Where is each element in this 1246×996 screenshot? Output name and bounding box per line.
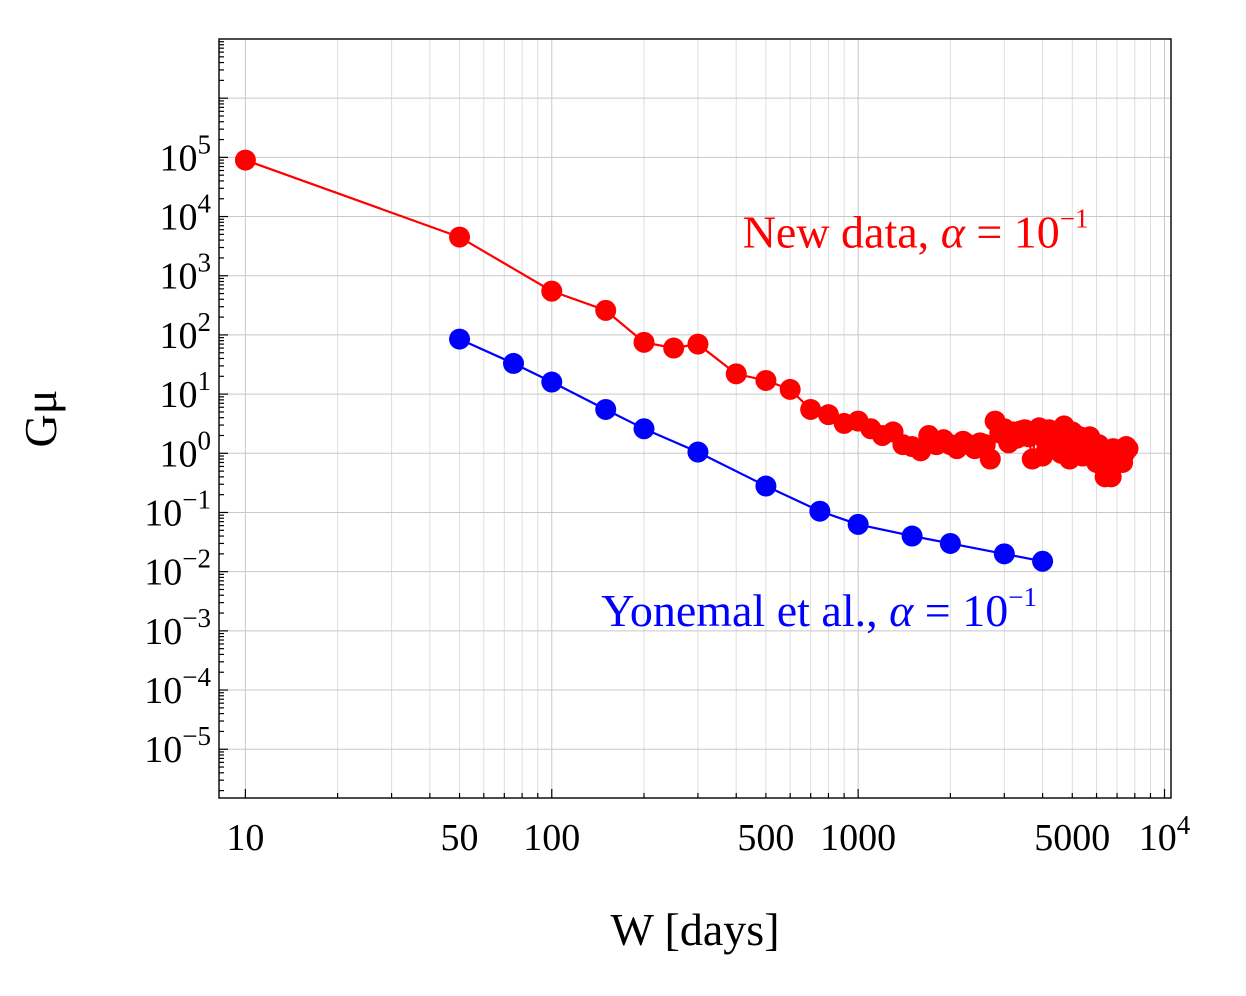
y-tick-label: 10−3	[144, 603, 211, 653]
data-point	[234, 149, 256, 171]
y-tick-label: 10−1	[144, 484, 211, 534]
data-point	[755, 475, 777, 497]
data-point	[449, 328, 471, 350]
y-tick-label: 103	[160, 248, 212, 298]
data-point	[633, 331, 655, 353]
series-annotation: New data, α = 10−1	[743, 204, 1089, 258]
data-point	[595, 398, 617, 420]
y-tick-label: 10−5	[144, 721, 211, 771]
y-tick-label: 105	[160, 129, 212, 179]
x-tick-label: 104	[1139, 810, 1191, 859]
axis-ticks	[219, 41, 1166, 798]
data-point	[687, 441, 709, 463]
x-tick-label: 1000	[820, 817, 896, 859]
x-tick-label: 10	[226, 817, 264, 859]
x-tick-label: 50	[441, 817, 479, 859]
grid-lines	[219, 39, 1171, 798]
data-point	[979, 448, 1001, 470]
data-point	[541, 371, 563, 393]
data-point	[755, 369, 777, 391]
x-axis-title: W [days]	[610, 904, 779, 955]
data-point	[939, 532, 961, 554]
data-point	[901, 525, 923, 547]
data-point	[541, 280, 563, 302]
y-tick-label: 101	[160, 366, 212, 416]
data-point	[595, 299, 617, 321]
data-point	[502, 352, 524, 374]
data-point	[633, 418, 655, 440]
x-tick-label: 100	[523, 817, 580, 859]
y-tick-label: 102	[160, 307, 212, 357]
data-point	[800, 398, 822, 420]
data-point	[1032, 550, 1054, 572]
x-tick-labels: 10 50 100 500 1000 5000 104	[226, 810, 1190, 859]
y-tick-label: 10−2	[144, 544, 211, 594]
annotations: New data, α = 10−1 Yonemal et al., α = 10…	[601, 204, 1088, 637]
x-tick-label: 500	[737, 817, 794, 859]
data-point	[1100, 466, 1122, 488]
data-point	[779, 378, 801, 400]
data-point	[993, 543, 1015, 565]
plot-frame	[218, 38, 1172, 799]
y-tick-labels: 105 104 103 102 101 100 10−1 10−2 10−3 10−4 10−5	[144, 129, 211, 771]
data-point	[687, 333, 709, 355]
data-point	[817, 404, 839, 426]
data-point	[449, 226, 471, 248]
data-point	[725, 363, 747, 385]
data-point	[847, 513, 869, 535]
y-tick-label: 10−4	[144, 662, 211, 712]
series	[234, 149, 1139, 572]
data-point	[663, 337, 685, 359]
y-tick-label: 100	[160, 425, 212, 475]
y-tick-label: 104	[160, 189, 212, 239]
x-tick-label: 5000	[1034, 817, 1110, 859]
series-1	[449, 328, 1054, 572]
series-annotation: Yonemal et al., α = 10−1	[601, 582, 1037, 636]
data-point	[1117, 438, 1139, 460]
series-0	[234, 149, 1139, 488]
y-axis-title: Gμ	[15, 390, 66, 448]
data-point	[809, 500, 831, 522]
